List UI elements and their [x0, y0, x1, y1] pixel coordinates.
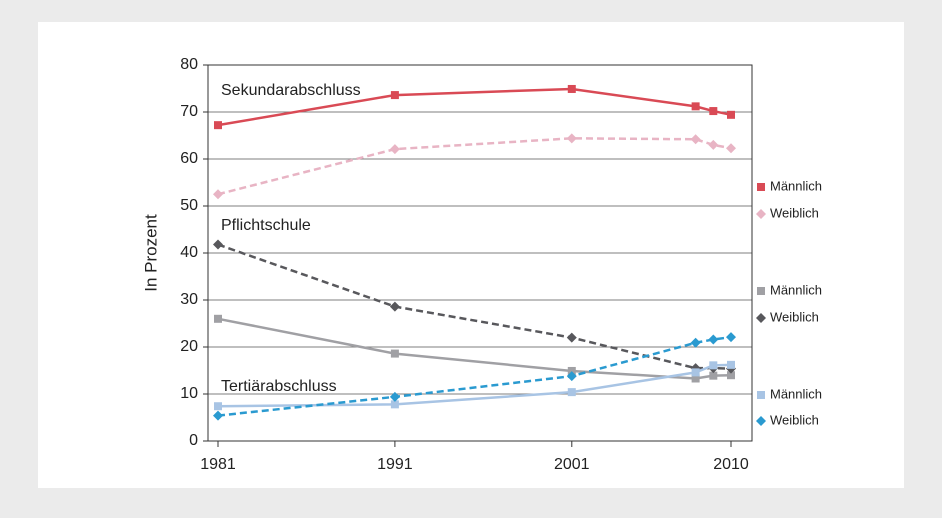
series-line	[217, 137, 732, 196]
y-tick-label: 40	[180, 244, 198, 261]
y-tick-label: 10	[180, 385, 198, 402]
y-tick-label: 60	[180, 150, 198, 167]
marker	[566, 133, 577, 144]
marker	[727, 110, 735, 119]
annotation: Sekundarabschluss	[221, 82, 361, 99]
marker	[727, 371, 735, 380]
series-line	[217, 335, 732, 417]
x-tick-label: 2001	[554, 456, 590, 473]
legend-label: Männlich	[770, 178, 822, 193]
marker	[727, 360, 735, 369]
marker	[726, 143, 736, 154]
marker	[708, 334, 719, 345]
marker	[709, 107, 718, 116]
legend-label: Weiblich	[770, 205, 819, 220]
marker	[709, 371, 718, 380]
y-axis-label: In Prozent	[141, 214, 160, 292]
marker	[691, 374, 700, 383]
panel	[38, 22, 904, 488]
x-tick-label: 2010	[713, 456, 749, 473]
marker	[214, 314, 222, 323]
x-tick-label: 1981	[200, 456, 236, 473]
legend-label: Weiblich	[770, 309, 819, 324]
marker	[691, 102, 700, 111]
legend-marker	[757, 183, 765, 191]
x-tick-label: 1991	[377, 456, 413, 473]
marker	[567, 84, 576, 93]
marker	[390, 91, 399, 100]
marker	[214, 121, 222, 130]
marker	[389, 144, 400, 155]
legend-label: Männlich	[770, 386, 822, 401]
y-tick-label: 30	[180, 291, 198, 308]
marker	[690, 337, 701, 348]
plot-frame	[207, 64, 753, 442]
legend-marker	[757, 391, 765, 399]
marker	[213, 239, 223, 250]
marker	[708, 139, 719, 150]
y-tick-label: 80	[180, 56, 198, 73]
series-line	[217, 243, 732, 370]
marker	[390, 349, 399, 358]
legend-label: Männlich	[770, 282, 822, 297]
marker	[690, 134, 701, 145]
annotation: Pflichtschule	[221, 217, 311, 234]
y-tick-label: 70	[180, 103, 198, 120]
marker	[213, 410, 223, 421]
marker	[709, 361, 718, 370]
marker	[726, 332, 736, 343]
y-tick-label: 50	[180, 197, 198, 214]
y-tick-label: 0	[189, 432, 198, 449]
marker	[390, 400, 399, 409]
marker	[214, 402, 222, 411]
marker	[389, 391, 400, 402]
marker	[213, 189, 223, 200]
legend-label: Weiblich	[770, 412, 819, 427]
marker	[389, 301, 400, 312]
y-tick-label: 20	[180, 338, 198, 355]
legend-marker	[756, 313, 766, 323]
legend-marker	[757, 287, 765, 295]
annotation: Tertiärabschluss	[221, 378, 337, 395]
marker	[567, 366, 576, 375]
marker	[566, 371, 577, 382]
legend-marker	[756, 209, 766, 219]
marker	[566, 332, 577, 343]
marker	[691, 368, 700, 377]
marker	[567, 388, 576, 397]
legend-marker	[756, 416, 766, 426]
